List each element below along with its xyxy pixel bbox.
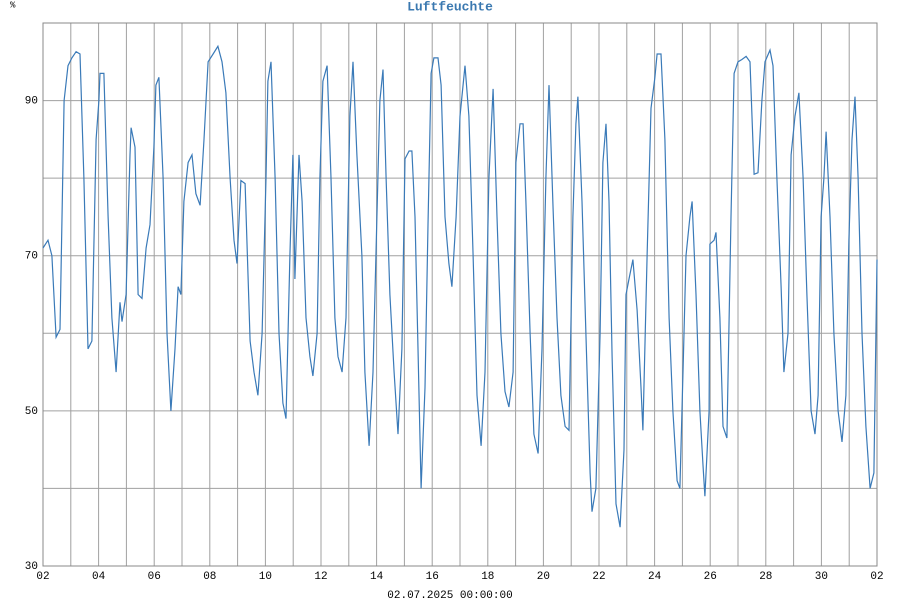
x-tick-label: 02 <box>36 571 49 583</box>
y-tick-label: 90 <box>25 95 38 107</box>
x-tick-label: 28 <box>759 571 772 583</box>
y-tick-label: 70 <box>25 251 38 263</box>
x-tick-label: 02 <box>870 571 883 583</box>
x-tick-label: 10 <box>259 571 272 583</box>
x-tick-label: 12 <box>314 571 327 583</box>
x-tick-label: 30 <box>815 571 828 583</box>
y-tick-label: 50 <box>25 406 38 418</box>
x-tick-label: 18 <box>481 571 494 583</box>
x-tick-label: 20 <box>537 571 550 583</box>
x-tick-label: 16 <box>426 571 439 583</box>
x-tick-label: 06 <box>148 571 161 583</box>
x-tick-label: 04 <box>92 571 106 583</box>
data-line <box>42 44 878 528</box>
x-tick-label: 22 <box>592 571 605 583</box>
y-unit: % <box>10 0 16 10</box>
y-tick-label: 30 <box>25 561 38 573</box>
x-axis-label: 02.07.2025 00:00:00 <box>387 590 512 600</box>
x-tick-label: 08 <box>203 571 216 583</box>
x-tick-label: 24 <box>648 571 662 583</box>
x-tick-label: 14 <box>370 571 384 583</box>
x-tick-label: 26 <box>704 571 717 583</box>
chart-title: Luftfeuchte <box>407 0 493 14</box>
